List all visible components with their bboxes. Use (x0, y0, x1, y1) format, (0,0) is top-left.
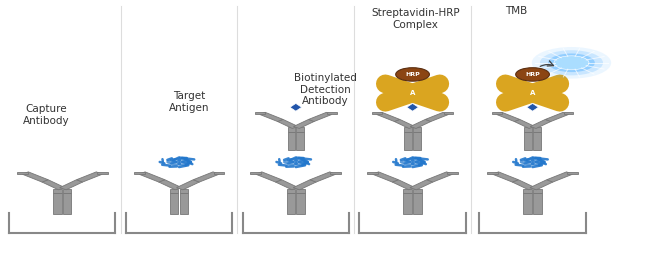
Bar (533, 132, 541, 150)
Polygon shape (427, 172, 452, 182)
Text: HRP: HRP (405, 72, 420, 77)
Polygon shape (17, 172, 28, 174)
Polygon shape (376, 112, 400, 121)
Polygon shape (410, 180, 433, 190)
Polygon shape (410, 120, 431, 128)
Polygon shape (294, 120, 314, 128)
Bar (533, 127, 541, 132)
Polygon shape (250, 172, 261, 174)
Bar (179, 189, 188, 193)
Polygon shape (367, 172, 378, 174)
Polygon shape (487, 172, 498, 174)
Polygon shape (567, 172, 578, 174)
Bar (413, 132, 421, 150)
Polygon shape (547, 172, 573, 182)
Bar (287, 193, 295, 214)
Bar (533, 189, 541, 193)
Polygon shape (530, 120, 551, 128)
Polygon shape (491, 112, 502, 114)
Bar (63, 189, 72, 193)
Bar (296, 189, 305, 193)
Text: Biotinylated
Detection
Antibody: Biotinylated Detection Antibody (294, 73, 356, 106)
Polygon shape (309, 112, 332, 121)
Polygon shape (497, 112, 520, 121)
Polygon shape (256, 172, 281, 182)
Polygon shape (77, 172, 102, 182)
Bar (53, 193, 62, 214)
Bar (170, 193, 178, 214)
Circle shape (515, 68, 549, 81)
Bar (404, 193, 412, 214)
Polygon shape (526, 103, 538, 111)
Text: A: A (530, 90, 535, 96)
Polygon shape (327, 112, 337, 114)
Bar (523, 193, 532, 214)
Polygon shape (392, 180, 415, 190)
Polygon shape (394, 120, 415, 128)
Text: TMB: TMB (505, 6, 527, 16)
Text: Streptavidin-HRP
Complex: Streptavidin-HRP Complex (372, 9, 460, 30)
Polygon shape (530, 180, 553, 190)
Bar (404, 189, 412, 193)
Text: Target
Antigen: Target Antigen (168, 91, 209, 113)
Bar (525, 132, 532, 150)
Bar (296, 127, 304, 132)
Polygon shape (425, 112, 448, 121)
Bar (404, 132, 412, 150)
Polygon shape (493, 172, 518, 182)
Bar (413, 189, 422, 193)
Bar (533, 193, 541, 214)
Polygon shape (545, 112, 569, 121)
Polygon shape (22, 172, 48, 182)
Polygon shape (564, 112, 573, 114)
Circle shape (532, 47, 611, 79)
Polygon shape (443, 112, 454, 114)
Polygon shape (97, 172, 108, 174)
Polygon shape (372, 172, 398, 182)
Circle shape (396, 68, 430, 81)
Bar (53, 189, 62, 193)
Polygon shape (310, 172, 336, 182)
Bar (413, 193, 422, 214)
Bar (288, 127, 295, 132)
Polygon shape (193, 172, 219, 182)
Bar (523, 189, 532, 193)
Bar (179, 193, 188, 214)
Polygon shape (255, 112, 265, 114)
Polygon shape (213, 172, 224, 174)
Polygon shape (514, 120, 535, 128)
Polygon shape (293, 180, 317, 190)
Text: A: A (410, 90, 415, 96)
Polygon shape (139, 172, 165, 182)
Polygon shape (276, 180, 298, 190)
Polygon shape (260, 112, 283, 121)
Bar (296, 193, 305, 214)
Polygon shape (134, 172, 144, 174)
Bar (413, 127, 421, 132)
Circle shape (554, 56, 589, 70)
Polygon shape (407, 103, 419, 111)
Bar (525, 127, 532, 132)
Polygon shape (177, 180, 200, 190)
Polygon shape (512, 180, 535, 190)
Bar (287, 189, 295, 193)
Bar (404, 127, 412, 132)
Bar (170, 189, 178, 193)
Text: Capture
Antibody: Capture Antibody (23, 104, 70, 126)
Text: HRP: HRP (525, 72, 540, 77)
Polygon shape (42, 180, 65, 190)
Bar (296, 132, 304, 150)
Polygon shape (278, 120, 298, 128)
Polygon shape (447, 172, 458, 174)
Circle shape (540, 50, 603, 75)
Polygon shape (290, 103, 302, 111)
Polygon shape (60, 180, 83, 190)
Polygon shape (330, 172, 341, 174)
Bar (288, 132, 295, 150)
Polygon shape (372, 112, 382, 114)
Bar (63, 193, 72, 214)
Polygon shape (159, 180, 181, 190)
Circle shape (548, 54, 595, 72)
